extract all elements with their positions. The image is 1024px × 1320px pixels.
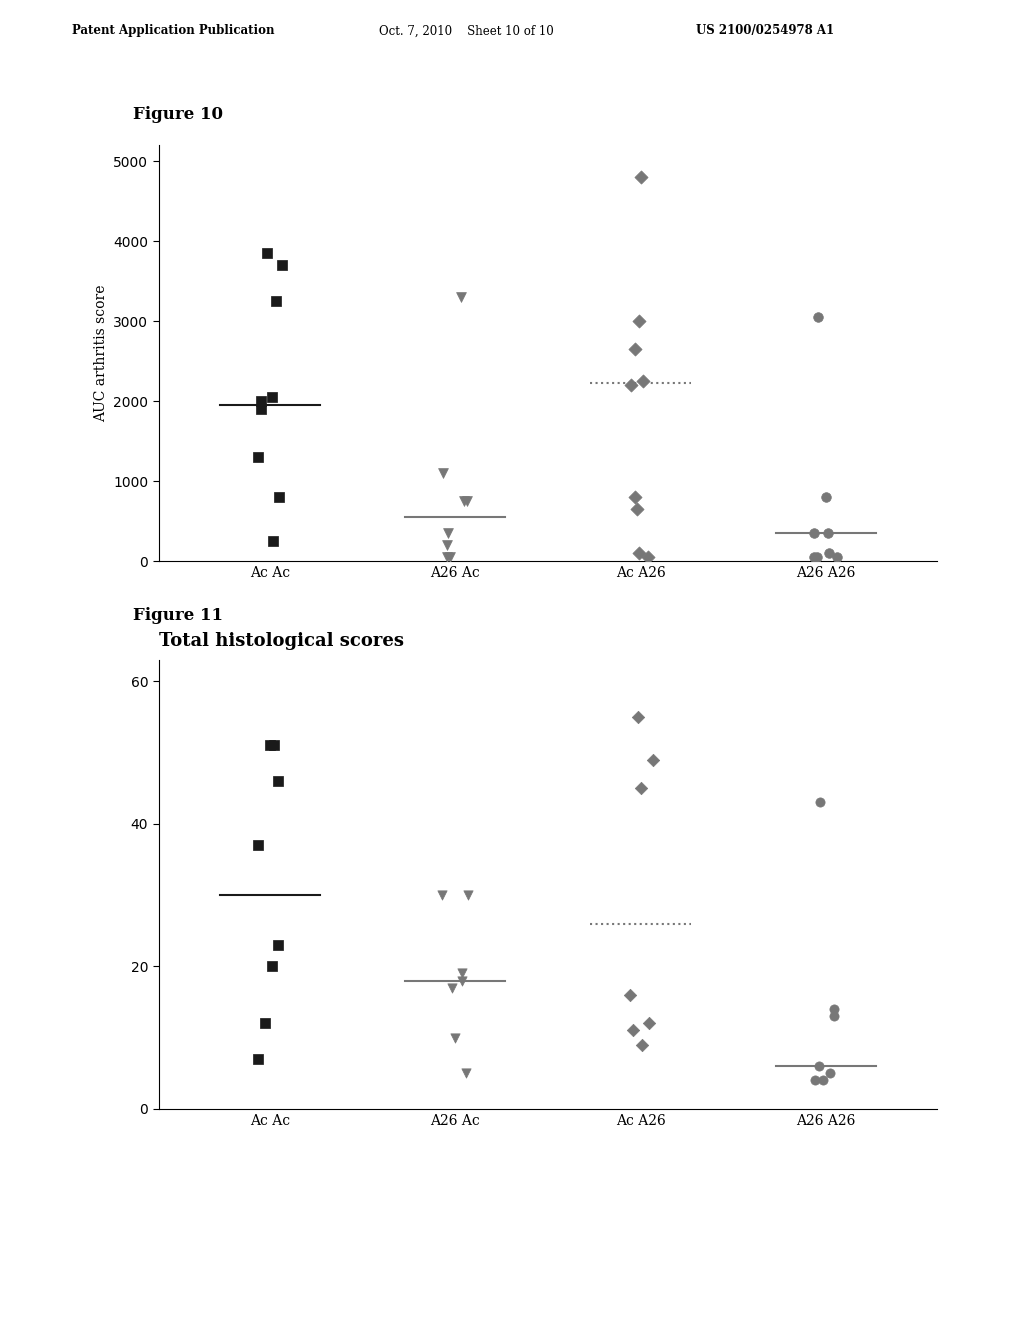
- Point: [829, 546, 846, 568]
- Point: [454, 962, 470, 983]
- Point: [807, 1069, 823, 1090]
- Point: [256, 1012, 272, 1034]
- Point: [269, 935, 286, 956]
- Point: [625, 1020, 641, 1041]
- Point: [459, 491, 475, 512]
- Point: [250, 834, 266, 855]
- Point: [631, 310, 647, 331]
- Point: [264, 387, 281, 408]
- Point: [454, 970, 470, 991]
- Point: [271, 487, 288, 508]
- Point: [640, 1012, 656, 1034]
- Point: [826, 1006, 843, 1027]
- Point: [629, 499, 645, 520]
- Point: [812, 792, 828, 813]
- Text: Oct. 7, 2010    Sheet 10 of 10: Oct. 7, 2010 Sheet 10 of 10: [379, 24, 554, 37]
- Point: [253, 391, 269, 412]
- Point: [458, 1063, 474, 1084]
- Point: [806, 523, 822, 544]
- Y-axis label: AUC arthritis score: AUC arthritis score: [93, 284, 108, 422]
- Text: Figure 10: Figure 10: [133, 106, 223, 123]
- Text: Figure 11: Figure 11: [133, 607, 223, 624]
- Point: [264, 531, 281, 552]
- Point: [627, 338, 643, 359]
- Point: [633, 166, 649, 187]
- Point: [250, 446, 266, 467]
- Point: [810, 1056, 826, 1077]
- Point: [270, 771, 287, 792]
- Point: [634, 1034, 650, 1055]
- Point: [253, 399, 269, 420]
- Text: Patent Application Publication: Patent Application Publication: [72, 24, 274, 37]
- Point: [439, 546, 456, 568]
- Text: US 2100/0254978 A1: US 2100/0254978 A1: [696, 24, 835, 37]
- Point: [442, 546, 459, 568]
- Point: [622, 985, 638, 1006]
- Point: [821, 1063, 838, 1084]
- Text: Total histological scores: Total histological scores: [159, 632, 403, 651]
- Point: [820, 543, 837, 564]
- Point: [820, 523, 837, 544]
- Point: [273, 255, 290, 276]
- Point: [434, 884, 451, 906]
- Point: [263, 956, 280, 977]
- Point: [438, 535, 455, 556]
- Point: [453, 286, 469, 308]
- Point: [267, 290, 284, 312]
- Point: [631, 543, 647, 564]
- Point: [434, 462, 451, 483]
- Point: [456, 491, 472, 512]
- Point: [630, 706, 646, 727]
- Point: [825, 998, 842, 1019]
- Point: [818, 487, 835, 508]
- Point: [266, 735, 283, 756]
- Point: [443, 977, 460, 998]
- Point: [250, 1048, 266, 1069]
- Point: [446, 1027, 463, 1048]
- Point: [809, 546, 825, 568]
- Point: [640, 546, 656, 568]
- Point: [261, 735, 278, 756]
- Point: [633, 777, 649, 799]
- Point: [627, 487, 643, 508]
- Point: [439, 523, 456, 544]
- Point: [635, 371, 651, 392]
- Point: [815, 1069, 831, 1090]
- Point: [258, 243, 274, 264]
- Point: [623, 375, 639, 396]
- Point: [644, 750, 660, 771]
- Point: [806, 546, 822, 568]
- Point: [810, 306, 826, 327]
- Point: [460, 884, 476, 906]
